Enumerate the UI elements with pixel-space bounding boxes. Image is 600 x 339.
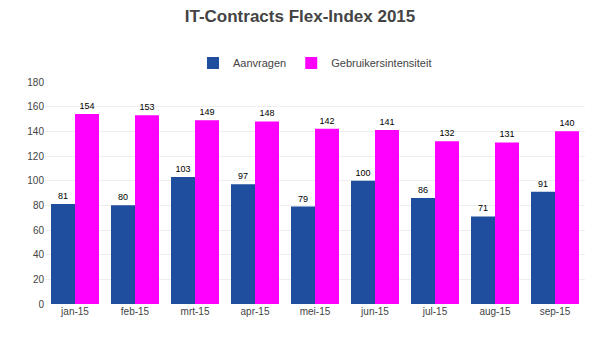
- svg-text:jul-15: jul-15: [422, 306, 448, 317]
- svg-text:79: 79: [298, 194, 308, 204]
- svg-text:jun-15: jun-15: [360, 306, 389, 317]
- svg-text:feb-15: feb-15: [121, 306, 150, 317]
- svg-text:mei-15: mei-15: [300, 306, 331, 317]
- svg-text:180: 180: [27, 77, 44, 88]
- svg-text:40: 40: [33, 249, 45, 260]
- svg-text:Aanvragen: Aanvragen: [233, 57, 286, 69]
- svg-text:80: 80: [33, 200, 45, 211]
- svg-text:81: 81: [58, 191, 68, 201]
- svg-text:154: 154: [79, 101, 94, 111]
- svg-text:131: 131: [499, 129, 514, 139]
- svg-text:141: 141: [379, 117, 394, 127]
- svg-text:60: 60: [33, 225, 45, 236]
- svg-text:91: 91: [538, 179, 548, 189]
- svg-text:Gebruikersintensiteit: Gebruikersintensiteit: [331, 57, 431, 69]
- svg-text:132: 132: [439, 128, 454, 138]
- svg-text:20: 20: [33, 274, 45, 285]
- svg-text:100: 100: [27, 175, 44, 186]
- svg-text:71: 71: [478, 203, 488, 213]
- svg-text:jan-15: jan-15: [60, 306, 89, 317]
- svg-text:120: 120: [27, 151, 44, 162]
- svg-text:IT-Contracts Flex-Index 2015: IT-Contracts Flex-Index 2015: [185, 7, 416, 26]
- svg-text:86: 86: [418, 185, 428, 195]
- svg-text:148: 148: [259, 108, 274, 118]
- svg-text:97: 97: [238, 171, 248, 181]
- svg-text:153: 153: [139, 102, 154, 112]
- svg-text:103: 103: [175, 164, 190, 174]
- svg-text:80: 80: [118, 192, 128, 202]
- svg-text:160: 160: [27, 101, 44, 112]
- svg-text:0: 0: [38, 299, 44, 310]
- svg-text:apr-15: apr-15: [241, 306, 270, 317]
- svg-text:140: 140: [27, 126, 44, 137]
- svg-text:aug-15: aug-15: [479, 306, 511, 317]
- svg-text:142: 142: [319, 116, 334, 126]
- svg-text:mrt-15: mrt-15: [181, 306, 210, 317]
- svg-text:sep-15: sep-15: [540, 306, 571, 317]
- svg-text:149: 149: [199, 107, 214, 117]
- svg-text:140: 140: [559, 118, 574, 128]
- svg-text:100: 100: [355, 168, 370, 178]
